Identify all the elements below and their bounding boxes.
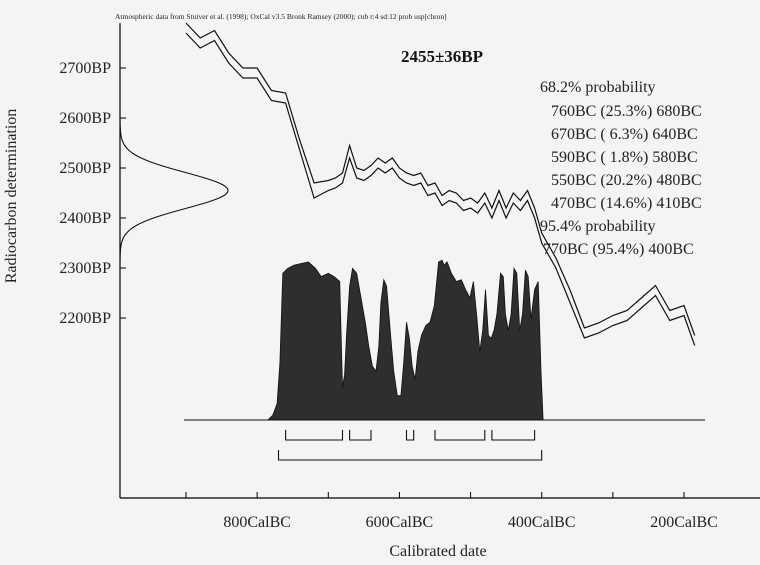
x-tick-label: 200CalBC bbox=[650, 514, 718, 531]
range-bracket-68 bbox=[349, 430, 372, 441]
y-tick-label: 2700BP bbox=[59, 60, 111, 77]
range-68-5: 470BC (14.6%) 410BC bbox=[551, 195, 702, 212]
prob-label-95: 95.4% probability bbox=[540, 218, 656, 235]
y-tick-label: 2400BP bbox=[59, 210, 111, 227]
x-tick-label: 400CalBC bbox=[508, 514, 576, 531]
prob-label-68: 68.2% probability bbox=[540, 79, 656, 96]
x-tick-label: 800CalBC bbox=[223, 514, 291, 531]
range-bracket-68 bbox=[491, 430, 536, 441]
probability-ranges: 68.2% probability 760BC (25.3%) 680BC 67… bbox=[540, 79, 702, 258]
range-95-1: 770BC (95.4%) 400BC bbox=[543, 241, 694, 258]
calibration-curve-lower bbox=[185, 32, 696, 346]
range-68-1: 760BC (25.3%) 680BC bbox=[551, 103, 702, 120]
range-bracket-68 bbox=[434, 430, 486, 441]
data-layer bbox=[119, 22, 705, 461]
range-bracket-95 bbox=[277, 450, 543, 461]
range-68-4: 550BC (20.2%) 480BC bbox=[551, 172, 702, 189]
range-bracket-68 bbox=[405, 430, 415, 441]
range-68-2: 670BC ( 6.3%) 640BC bbox=[551, 126, 698, 143]
calibrated-distribution bbox=[266, 259, 544, 421]
range-68-3: 590BC ( 1.8%) 580BC bbox=[551, 149, 698, 166]
y-tick-label: 2600BP bbox=[59, 110, 111, 127]
radiocarbon-date-curve bbox=[119, 23, 229, 268]
y-tick-label: 2300BP bbox=[59, 260, 111, 277]
y-tick-label: 2500BP bbox=[59, 160, 111, 177]
x-axis-label: Calibrated date bbox=[389, 543, 486, 560]
chart-title: 2455±36BP bbox=[401, 47, 483, 66]
y-tick-label: 2200BP bbox=[59, 310, 111, 327]
header-note: Atmospheric data from Stuiver et al. (19… bbox=[115, 12, 447, 21]
calibration-curve-upper bbox=[185, 22, 696, 336]
y-ticks: 2700BP 2600BP 2500BP 2400BP 2300BP 2200BP bbox=[59, 60, 126, 327]
x-ticks: 800CalBC 600CalBC 400CalBC 200CalBC bbox=[185, 492, 718, 531]
range-bracket-68 bbox=[285, 430, 344, 441]
x-tick-label: 600CalBC bbox=[366, 514, 434, 531]
y-axis-label: Radiocarbon determination bbox=[3, 109, 20, 284]
